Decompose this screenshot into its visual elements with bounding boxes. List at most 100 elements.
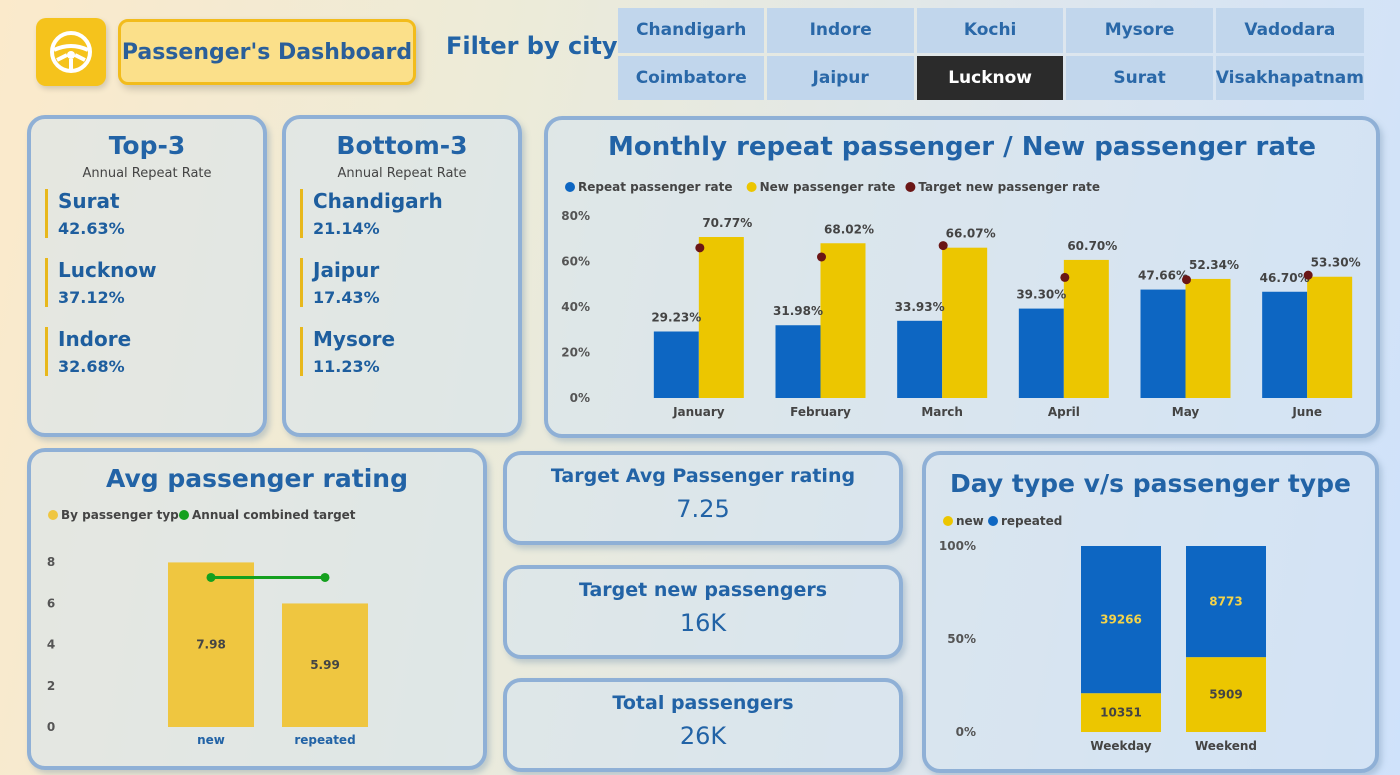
repeat-rate-bar [653,331,699,398]
x-tick-label: January [672,405,725,419]
rating-bar-label: 5.99 [310,658,340,672]
y-tick-label: 4 [47,638,55,652]
top3-city: Lucknow [58,258,157,282]
rating-chart-title: Avg passenger rating [106,464,408,493]
monthly-rate-chart: Repeat passenger rate New passenger rate T… [561,180,1361,419]
target-rate-point [1182,275,1191,285]
new-rate-label: 53.30% [1311,256,1361,270]
x-tick-label: Weekday [1090,739,1151,753]
rating-bar [282,603,368,727]
repeat-rate-bar [1140,289,1186,398]
bottom3-value: 11.23% [313,357,380,376]
new-rate-label: 60.70% [1067,239,1117,253]
city-button-lucknow[interactable]: Lucknow [916,55,1064,100]
x-tick-label: June [1291,405,1322,419]
bottom3-value: 17.43% [313,288,380,307]
kpi-target-new-value: 16K [679,609,727,637]
city-button-visakhapatnam[interactable]: Visakhapatnam [1215,55,1364,100]
daytype-chart: new repeated 0% 50% 100% 10351 39266 Weekday 590… [939,514,1266,753]
top3-city: Surat [58,189,120,213]
target-rate-point [1303,270,1313,280]
x-tick-label: new [197,733,225,747]
legend-marker [565,182,575,192]
repeated-segment [1186,546,1266,658]
target-rate-point [1060,272,1070,282]
rating-legend: By passenger type Annual combined target [48,508,356,522]
repeated-segment-label: 8773 [1209,595,1242,609]
city-button-surat[interactable]: Surat [1066,55,1213,100]
new-rate-label: 68.02% [824,222,874,236]
y-tick-label: 8 [47,555,55,569]
bottom3-item: Jaipur 17.43% [300,258,518,307]
target-point [320,572,330,582]
kpi-total-label: Total passengers [612,692,794,714]
city-button-indore[interactable]: Indore [767,8,914,53]
new-segment [1081,693,1161,732]
city-button-vadodara[interactable]: Vadodara [1215,8,1364,53]
rating-bar [168,562,254,727]
y-tick-label: 0 [47,720,55,734]
y-tick-label: 40% [561,300,590,314]
new-rate-label: 70.77% [702,216,752,230]
legend-label: Target new passenger rate [918,180,1100,194]
steering-wheel-icon [50,31,92,73]
city-button-chandigarh[interactable]: Chandigarh [618,8,765,53]
new-rate-bar [942,247,988,398]
new-rate-bar [820,243,866,398]
top3-value: 42.63% [58,219,125,238]
rating-chart: By passenger type Annual combined target 0… [47,508,368,747]
rating-bar-label: 7.98 [196,638,226,652]
repeat-rate-label: 31.98% [773,304,823,318]
top3-card: Top-3 Annual Repeat Rate Surat 42.63% Luck… [27,115,267,437]
repeat-rate-label: 47.66% [1138,269,1188,283]
target-rate-point [938,241,948,251]
kpi-total: Total passengers 26K [503,678,903,772]
kpi-total-value: 26K [679,722,727,750]
legend-label: repeated [1001,514,1062,528]
x-tick-label: February [790,405,851,419]
x-tick-label: April [1048,405,1080,419]
top3-subtitle: Annual Repeat Rate [82,166,212,181]
target-rate-point [695,243,705,253]
city-button-kochi[interactable]: Kochi [916,8,1064,53]
x-tick-label: March [921,405,963,419]
new-rate-label: 52.34% [1189,258,1239,272]
repeat-rate-label: 33.93% [895,300,945,314]
new-rate-bar [1307,276,1353,398]
top3-item: Lucknow 37.12% [45,258,263,307]
top3-item: Indore 32.68% [45,327,263,376]
x-tick-label: Weekend [1195,739,1257,753]
bottom3-item: Chandigarh 21.14% [300,189,518,238]
y-tick-label: 0% [956,725,976,739]
bottom3-title: Bottom-3 [336,131,468,160]
dashboard-title: Passenger's Dashboard [118,19,416,85]
x-tick-label: May [1172,405,1200,419]
y-tick-label: 0% [570,391,590,405]
bottom3-card: Bottom-3 Annual Repeat Rate Chandigarh 21… [282,115,522,437]
repeat-rate-bar [897,320,943,398]
legend-label: Annual combined target [192,508,356,522]
bottom3-value: 21.14% [313,219,380,238]
repeat-rate-label: 46.70% [1260,271,1310,285]
legend-marker [905,182,916,192]
y-tick-label: 2 [47,679,55,693]
kpi-target-rating: Target Avg Passenger rating 7.25 [503,451,903,545]
new-segment-label: 10351 [1100,706,1142,720]
legend-marker [746,182,757,192]
daytype-legend: new repeated [943,514,1062,528]
y-tick-label: 50% [947,632,976,646]
kpi-target-rating-value: 7.25 [676,495,730,523]
filter-label: Filter by city [446,32,618,60]
city-button-mysore[interactable]: Mysore [1066,8,1213,53]
y-tick-label: 80% [561,209,590,223]
monthly-chart-title: Monthly repeat passenger / New passenger… [607,132,1316,162]
y-tick-label: 100% [939,539,976,553]
new-segment [1186,657,1266,732]
city-filter: Chandigarh Indore Kochi Mysore Vadodara Coimb… [618,8,1364,100]
new-rate-label: 66.07% [946,227,996,241]
repeat-rate-bar [775,325,821,398]
bottom3-city: Jaipur [313,258,380,282]
legend-marker [988,516,998,526]
city-button-coimbatore[interactable]: Coimbatore [618,55,765,100]
city-button-jaipur[interactable]: Jaipur [767,55,914,100]
